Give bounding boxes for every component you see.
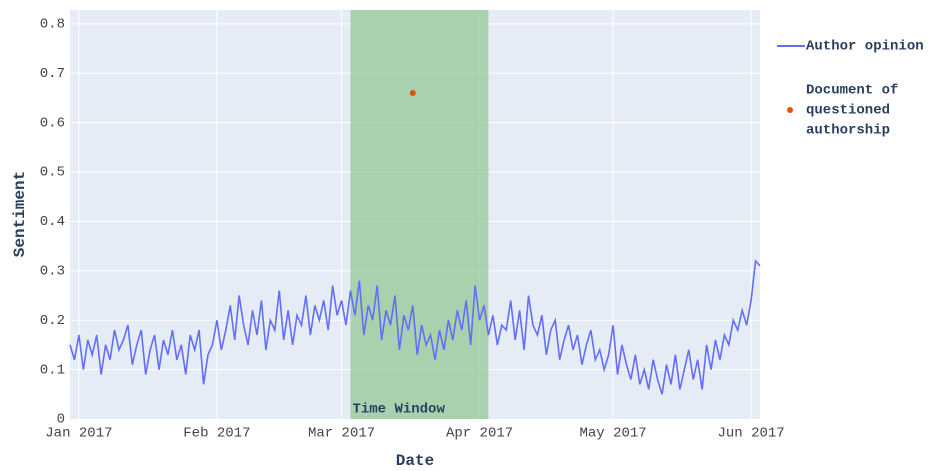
x-tick-label: Jun 2017: [717, 426, 784, 442]
legend-swatch: [787, 107, 793, 113]
y-tick-label: 0.3: [40, 264, 65, 280]
legend-label: Document of: [806, 83, 898, 99]
x-tick-label: Apr 2017: [446, 426, 513, 442]
y-tick-label: 0.4: [40, 214, 65, 230]
y-axis-title: Sentiment: [11, 171, 29, 257]
x-axis-title: Date: [396, 452, 434, 470]
time-window-label: Time Window: [352, 402, 445, 418]
legend-label: Author opinion: [806, 39, 924, 55]
y-tick-label: 0.6: [40, 115, 65, 131]
y-tick-label: 0: [57, 412, 65, 428]
x-tick-label: Jan 2017: [45, 426, 112, 442]
y-tick-label: 0.2: [40, 313, 65, 329]
document-point: [409, 89, 416, 96]
x-tick-label: Feb 2017: [183, 426, 250, 442]
legend-label: questioned: [806, 103, 890, 119]
legend-label: authorship: [806, 123, 890, 139]
time-window: [350, 10, 489, 419]
y-tick-label: 0.8: [40, 17, 65, 33]
x-tick-label: Mar 2017: [308, 426, 375, 442]
x-tick-label: May 2017: [579, 426, 646, 442]
y-tick-label: 0.1: [40, 362, 65, 378]
line-series: [69, 259, 761, 395]
y-tick-label: 0.7: [40, 66, 65, 82]
y-tick-label: 0.5: [40, 165, 65, 181]
